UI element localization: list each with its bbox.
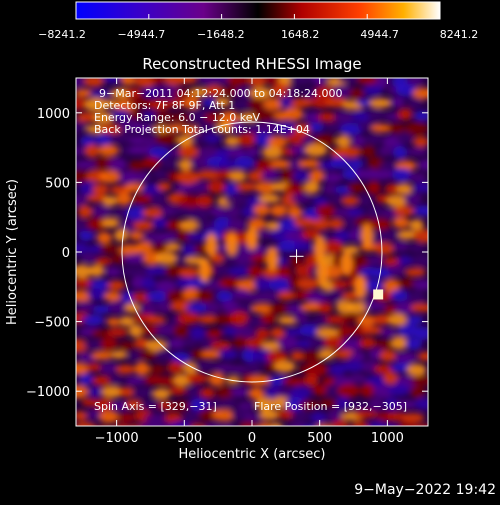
x-tick-label: 0 [248, 431, 256, 446]
y-tick-label: 0 [62, 246, 70, 261]
heatmap-image [76, 78, 428, 426]
colorbar-tick-label: 8241.2 [440, 28, 479, 41]
plot-area [76, 78, 428, 426]
colorbar-tick-label: −1648.2 [197, 28, 245, 41]
x-tick-label: 1000 [371, 431, 404, 446]
annotation-flare-position: Flare Position = [932,−305] [254, 400, 407, 413]
annotation-method-counts: Back Projection Total counts: 1.14E+04 [94, 123, 310, 136]
annotation-detectors: Detectors: 7F 8F 9F, Att 1 [94, 99, 235, 112]
x-tick-label: −1000 [95, 431, 139, 446]
plot-annotations: 9−Mar−2011 04:12:24.000 to 04:18:24.000 … [94, 87, 407, 413]
colorbar-ticks [75, 14, 441, 19]
y-tick-label: −1000 [26, 385, 70, 400]
y-tick-label: 500 [45, 176, 70, 191]
y-axis-ticks: 1000 500 0 −500 −1000 [26, 107, 428, 400]
colorbar-tick-label: −4944.7 [118, 28, 166, 41]
y-tick-label: −500 [34, 316, 70, 331]
x-axis-ticks: −1000 −500 0 500 1000 [95, 78, 404, 446]
annotation-energy-range: Energy Range: 6.0 − 12.0 keV [94, 111, 261, 124]
x-tick-label: 500 [307, 431, 332, 446]
colorbar-tick-label: 1648.2 [281, 28, 320, 41]
flare-position-marker [373, 289, 384, 300]
x-tick-label: −500 [166, 431, 202, 446]
chart-title: Reconstructed RHESSI Image [142, 55, 361, 73]
y-axis-label: Heliocentric Y (arcsec) [5, 179, 20, 325]
annotation-time-range: 9−Mar−2011 04:12:24.000 to 04:18:24.000 [99, 87, 343, 100]
footer-date: 9−May−2022 19:42 [354, 482, 496, 498]
colorbar [75, 1, 441, 20]
colorbar-tick-label: 4944.7 [360, 28, 399, 41]
x-axis-label: Heliocentric X (arcsec) [179, 447, 326, 462]
colorbar-tick-label: −8241.2 [38, 28, 86, 41]
spin-axis-marker [289, 249, 304, 264]
solar-limb-circle [121, 121, 383, 383]
y-tick-label: 1000 [37, 107, 70, 122]
colorbar-labels: −8241.2 −4944.7 −1648.2 1648.2 4944.7 8241.2 [38, 28, 478, 41]
annotation-spin-axis: Spin Axis = [329,−31] [94, 400, 217, 413]
